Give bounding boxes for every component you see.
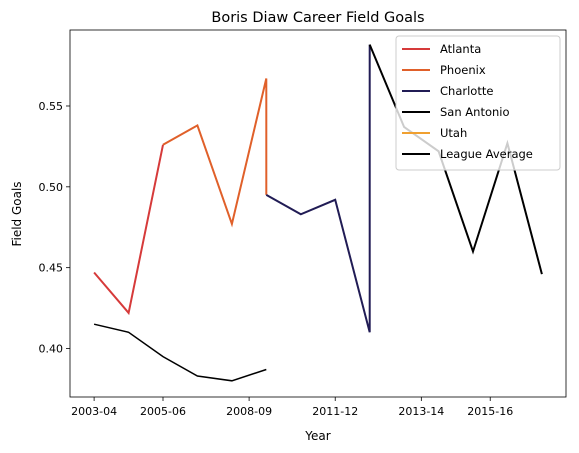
series-line-1	[162, 78, 268, 228]
legend-label-3: San Antonio	[440, 105, 510, 119]
x-tick-label-2: 2008-09	[226, 405, 272, 418]
y-tick-label-1: 0.45	[39, 262, 64, 275]
y-tick-label-2: 0.50	[39, 181, 64, 194]
legend-label-5: League Average	[440, 147, 533, 161]
x-tick-label-5: 2015-16	[467, 405, 513, 418]
legend-label-1: Phoenix	[440, 63, 486, 77]
legend-label-2: Charlotte	[440, 84, 493, 98]
y-tick-label-0: 0.40	[39, 342, 64, 355]
legend: Atlanta Phoenix Charlotte San Antonio Utah Le…	[395, 35, 561, 171]
x-tick-label-1: 2005-06	[140, 405, 186, 418]
legend-label-4: Utah	[440, 126, 467, 140]
legend-box	[395, 35, 561, 171]
series-line-2	[265, 44, 371, 333]
x-axis-label: Year	[304, 429, 330, 443]
series-line-5	[93, 323, 267, 382]
y-tick-label-3: 0.55	[39, 100, 64, 113]
x-tick-label-0: 2003-04	[71, 405, 117, 418]
legend-label-0: Atlanta	[440, 42, 481, 56]
chart-title: Boris Diaw Career Field Goals	[211, 10, 424, 26]
series-line-0	[93, 144, 164, 316]
x-tick-label-4: 2013-14	[398, 405, 444, 418]
axes-layer: 0.40 0.45 0.50 0.55 2003-04 2005-06 2008-09 201…	[39, 29, 567, 418]
plot-frame	[69, 29, 567, 398]
x-tick-label-3: 2011-12	[312, 405, 358, 418]
y-axis-label: Field Goals	[10, 181, 24, 246]
